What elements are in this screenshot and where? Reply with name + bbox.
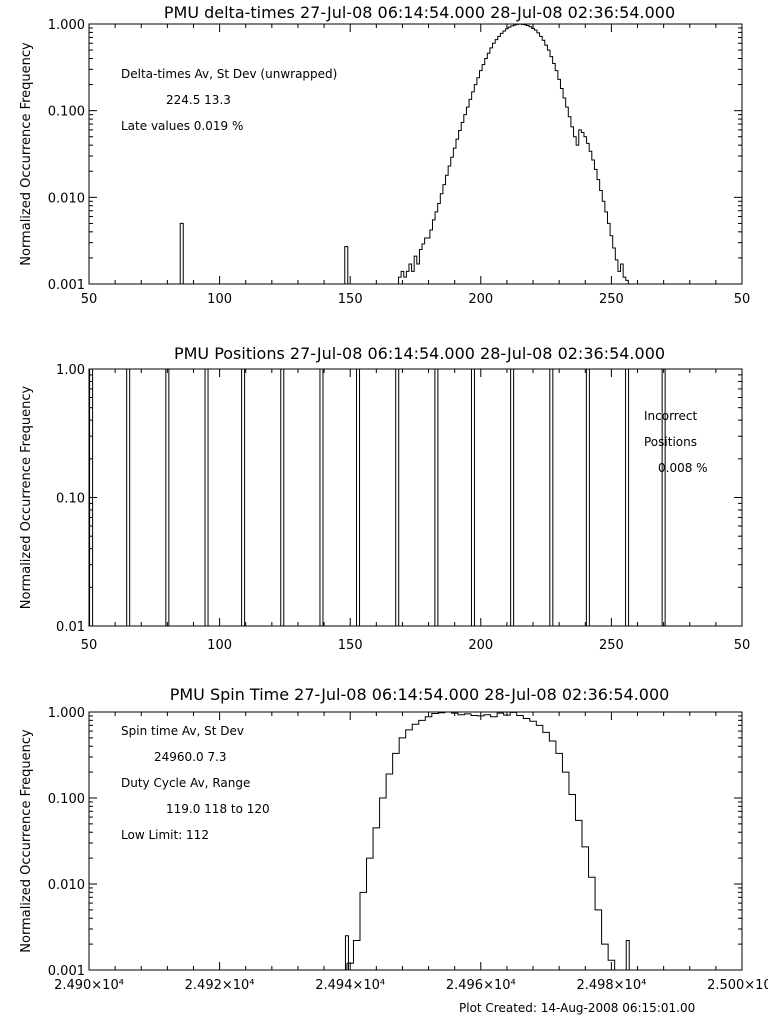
x-tick-label: 50 [81, 638, 98, 653]
annotation-text: Delta-times Av, St Dev (unwrapped) [121, 67, 337, 81]
chart-panel-1: PMU delta-times 27-Jul-08 06:14:54.000 2… [19, 3, 750, 307]
y-tick-label: 1.000 [48, 18, 85, 33]
x-tick-label: 50 [81, 292, 98, 307]
x-tick-label: 50 [734, 638, 751, 653]
plot-frame [88, 368, 743, 627]
annotation-text: Incorrect [644, 409, 697, 423]
x-tick-label: 2.500×10⁴ [707, 978, 768, 993]
y-tick-label: 0.100 [48, 105, 85, 120]
plot-created-footer: Plot Created: 14-Aug-2008 06:15:01.00 [459, 1001, 696, 1015]
annotation-text: Low Limit: 112 [121, 828, 209, 842]
x-tick-label: 150 [338, 292, 363, 307]
histogram-spike [470, 368, 475, 626]
annotation-text: 224.5 13.3 [166, 93, 231, 107]
y-tick-label: 0.001 [48, 964, 85, 979]
y-axis-label: Normalized Occurrence Frequency [19, 385, 34, 609]
histogram-spike [319, 368, 324, 626]
chart-panel-3: PMU Spin Time 27-Jul-08 06:14:54.000 28-… [19, 685, 768, 993]
x-tick-label: 100 [207, 638, 232, 653]
chart-title: PMU delta-times 27-Jul-08 06:14:54.000 2… [164, 3, 675, 22]
x-tick-label: 2.496×10⁴ [446, 978, 516, 993]
y-tick-label: 1.00 [56, 363, 85, 378]
histogram-series [346, 711, 616, 970]
y-axis-label: Normalized Occurrence Frequency [19, 729, 34, 953]
annotation-text: 24960.0 7.3 [154, 750, 227, 764]
y-tick-label: 0.10 [56, 492, 85, 507]
histogram-spike [625, 940, 630, 970]
y-tick-label: 0.010 [48, 878, 85, 893]
histogram-spike [126, 368, 131, 626]
histogram-spike [344, 246, 349, 284]
chart-title: PMU Spin Time 27-Jul-08 06:14:54.000 28-… [170, 685, 670, 704]
histogram-spike [661, 368, 666, 626]
x-tick-label: 100 [207, 292, 232, 307]
histogram-spike [204, 368, 209, 626]
histogram-spike [395, 368, 400, 626]
x-tick-label: 2.492×10⁴ [185, 978, 255, 993]
x-tick-label: 2.494×10⁴ [315, 978, 385, 993]
chart-title: PMU Positions 27-Jul-08 06:14:54.000 28-… [174, 344, 665, 363]
histogram-spike [241, 368, 246, 626]
y-tick-label: 0.010 [48, 191, 85, 206]
histogram-spike [585, 368, 590, 626]
histogram-spike [280, 368, 285, 626]
histogram-spike [510, 368, 515, 626]
x-tick-label: 200 [468, 638, 493, 653]
y-tick-label: 0.100 [48, 792, 85, 807]
plot-frame [88, 711, 743, 971]
x-tick-label: 250 [599, 638, 624, 653]
histogram-spike [356, 368, 361, 626]
histogram-series [398, 23, 629, 284]
histogram-spike [434, 368, 439, 626]
annotation-text: 119.0 118 to 120 [166, 802, 270, 816]
histogram-spike [165, 368, 170, 626]
histogram-spike [89, 368, 94, 626]
y-tick-label: 0.01 [56, 620, 85, 635]
annotation-text: 0.008 % [658, 461, 708, 475]
chart-panel-2: PMU Positions 27-Jul-08 06:14:54.000 28-… [19, 344, 750, 653]
y-axis-label: Normalized Occurrence Frequency [19, 42, 34, 266]
x-tick-label: 2.490×10⁴ [54, 978, 124, 993]
histogram-spike [344, 935, 349, 970]
histogram-spike [625, 368, 630, 626]
x-tick-label: 50 [734, 292, 751, 307]
y-tick-label: 0.001 [48, 278, 85, 293]
annotation-text: Positions [644, 435, 697, 449]
plot-frame [88, 23, 743, 285]
y-tick-label: 1.000 [48, 706, 85, 721]
histogram-spike [549, 368, 554, 626]
x-tick-label: 250 [599, 292, 624, 307]
x-tick-label: 200 [468, 292, 493, 307]
histogram-spike [179, 222, 184, 284]
x-tick-label: 150 [338, 638, 363, 653]
annotation-text: Spin time Av, St Dev [121, 724, 244, 738]
x-tick-label: 2.498×10⁴ [576, 978, 646, 993]
annotation-text: Duty Cycle Av, Range [121, 776, 250, 790]
annotation-text: Late values 0.019 % [121, 119, 243, 133]
